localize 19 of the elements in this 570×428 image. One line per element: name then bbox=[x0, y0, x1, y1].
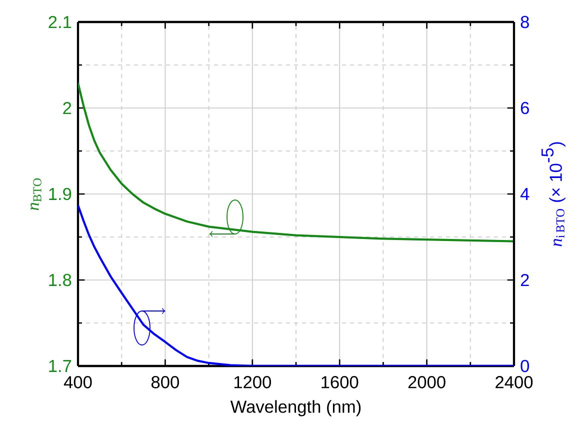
x-tick-label: 400 bbox=[64, 376, 92, 388]
x-tick-label: 2000 bbox=[408, 376, 446, 388]
y2-tick-label: 0 bbox=[520, 360, 530, 372]
y2-tick-label: 2 bbox=[520, 274, 529, 286]
y-tick-label: 2.1 bbox=[48, 16, 72, 28]
y2-axis-title: $\mathit{n}_{\mathrm{i\,BTO}}\mbox{ (× 10}^{\mbox{-5}}\mbox{)}$ bbox=[542, 142, 566, 246]
x-axis-title: Wavelength (nm) bbox=[230, 400, 361, 416]
y2-tick-label: 8 bbox=[520, 16, 529, 28]
x-tick-label: 2400 bbox=[496, 376, 533, 388]
y-tick-label: 1.9 bbox=[49, 188, 72, 200]
y2-tick-label: 4 bbox=[520, 188, 530, 200]
x-tick-label: 800 bbox=[151, 376, 179, 388]
y-tick-label: 1.8 bbox=[49, 274, 72, 286]
y-axis-title: $\mathit{n}_{\mathrm{BTO}}$ bbox=[30, 178, 42, 210]
y2-tick-label: 6 bbox=[520, 102, 529, 114]
x-tick-label: 1600 bbox=[322, 376, 358, 388]
y-tick-label: 1.7 bbox=[49, 360, 72, 372]
y-tick-label: 2 bbox=[63, 102, 72, 114]
x-tick-label: 1200 bbox=[234, 376, 272, 388]
